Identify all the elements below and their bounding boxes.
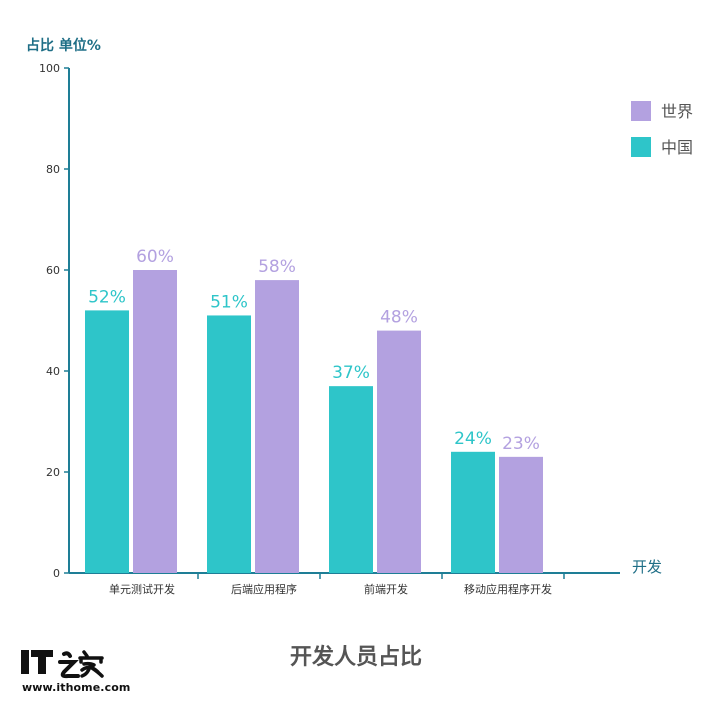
data-label: 48% [380,308,418,328]
y-axis-label: 占比 单位% [26,37,101,54]
data-label: 24% [454,429,492,449]
x-tick-label: 前端开发 [364,582,408,596]
bar-world [133,270,177,573]
chart-title: 开发人员占比 [290,644,422,670]
data-label: 58% [258,257,296,277]
data-label: 52% [88,287,126,307]
bars [85,270,543,573]
watermark-site: www.ithome.com [22,681,131,694]
data-label: 60% [136,247,174,267]
x-tick-label: 单元测试开发 [109,582,175,596]
data-label: 37% [332,363,370,383]
y-tick-label: 100 [39,62,60,75]
y-tick-label: 0 [53,567,60,580]
ithome-logo [21,650,104,679]
y-tick-label: 20 [46,466,60,479]
legend-label: 中国 [661,138,693,157]
x-tick-label: 移动应用程序开发 [464,582,552,596]
x-axis-label: 开发 [632,558,662,576]
x-tick-label: 后端应用程序 [231,582,297,596]
bar-china [329,386,373,573]
bar-world [377,330,421,573]
bar-china [85,310,129,573]
y-tick-label: 40 [46,365,60,378]
legend-swatch [631,101,651,121]
y-tick-label: 60 [46,264,60,277]
legend-swatch [631,137,651,157]
legend-label: 世界 [661,102,693,121]
y-tick-label: 80 [46,163,60,176]
data-label: 51% [210,292,248,312]
data-label: 23% [502,434,540,454]
bar-china [207,315,251,573]
bar-china [451,451,495,573]
data-labels: 52% 60% 51% 58% 37% 48% 24% 23% [88,247,540,454]
bar-world [255,280,299,573]
bar-world [499,456,543,573]
